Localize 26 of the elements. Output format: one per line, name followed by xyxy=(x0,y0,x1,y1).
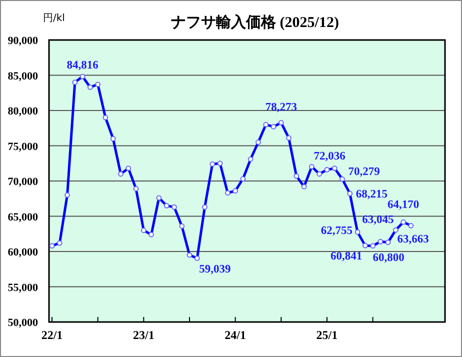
y-axis-title: 円/kl xyxy=(43,13,65,24)
y-tick-label: 60,000 xyxy=(8,246,38,258)
chart-title: ナフサ輸入価格 (2025/12) xyxy=(171,14,339,31)
data-label: 68,215 xyxy=(356,188,388,201)
x-tick-label: 23/1 xyxy=(132,328,154,342)
y-tick-label: 80,000 xyxy=(8,106,38,118)
data-label: 60,800 xyxy=(372,252,405,264)
data-label: 64,170 xyxy=(388,199,420,212)
y-tick-label: 85,000 xyxy=(8,70,38,82)
y-tick-label: 65,000 xyxy=(8,211,38,224)
data-label: 70,279 xyxy=(348,166,380,178)
data-label: 63,045 xyxy=(362,214,394,226)
x-tick-label: 22/1 xyxy=(41,328,63,342)
x-tick-label: 25/1 xyxy=(316,328,338,342)
data-label: 84,816 xyxy=(66,60,99,72)
data-label: 63,663 xyxy=(397,234,430,246)
y-tick-label: 90,000 xyxy=(8,35,38,47)
y-tick-label: 50,000 xyxy=(8,317,38,329)
y-tick-label: 70,000 xyxy=(8,176,38,188)
y-tick-label: 75,000 xyxy=(8,140,38,153)
data-label: 59,039 xyxy=(199,263,232,276)
data-label: 62,755 xyxy=(320,225,353,238)
data-label: 72,036 xyxy=(314,150,346,163)
data-label: 60,841 xyxy=(330,250,362,263)
y-tick-label: 55,000 xyxy=(8,282,38,294)
x-tick-label: 24/1 xyxy=(224,328,246,342)
